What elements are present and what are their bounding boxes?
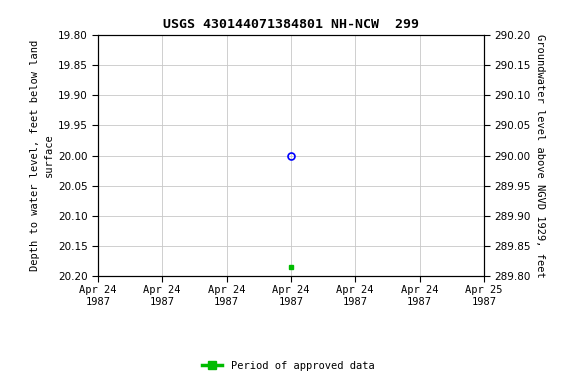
Y-axis label: Groundwater level above NGVD 1929, feet: Groundwater level above NGVD 1929, feet bbox=[535, 34, 545, 277]
Title: USGS 430144071384801 NH-NCW  299: USGS 430144071384801 NH-NCW 299 bbox=[163, 18, 419, 31]
Y-axis label: Depth to water level, feet below land
surface: Depth to water level, feet below land su… bbox=[31, 40, 54, 271]
Legend: Period of approved data: Period of approved data bbox=[198, 357, 378, 375]
